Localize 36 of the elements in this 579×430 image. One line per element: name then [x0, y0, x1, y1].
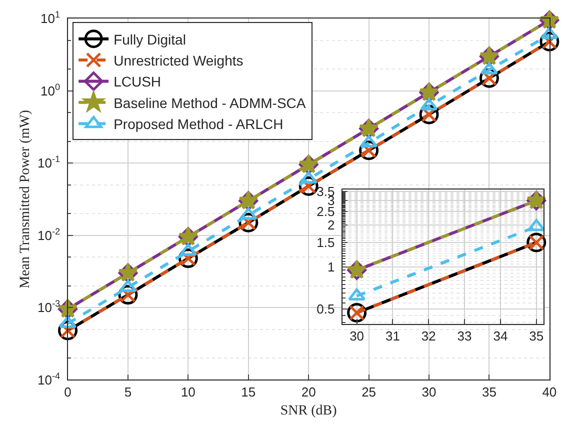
y-tick-label: 10$^{-1}$ [38, 154, 60, 171]
x-tick-label: 31 [385, 328, 400, 344]
legend-label: LCUSH [114, 74, 162, 90]
y-tick-label: 0.5 [316, 302, 335, 317]
x-tick-label: 0 [64, 384, 72, 400]
y-tick-label: 10$^{-4}$ [38, 370, 60, 388]
x-tick-label: 5 [124, 384, 132, 400]
y-tick-label: 10$^{1}$ [40, 10, 60, 26]
x-tick-label: 20 [301, 384, 316, 400]
legend-label: Unrestricted Weights [114, 52, 244, 68]
point [59, 316, 77, 328]
y-tick-label: 2.5 [316, 204, 335, 220]
y-tick-label: 10$^{-3}$ [38, 298, 60, 316]
x-tick-label: 34 [493, 328, 508, 344]
x-tick-label: 35 [529, 328, 544, 344]
legend-label: Baseline Method - ADMM-SCA [114, 94, 306, 111]
x-tick-label: 15 [241, 384, 256, 400]
x-tick-label: 40 [542, 384, 557, 400]
point [540, 26, 558, 40]
point [300, 171, 318, 184]
x-tick-label: 32 [421, 328, 436, 344]
y-tick-label: 2 [328, 218, 335, 233]
y-axis-title: Mean Transmitted Power (mW) [18, 110, 34, 288]
x-tick-label: 30 [422, 384, 436, 400]
legend-label: Proposed Method - ARLCH [114, 116, 284, 132]
x-axis-title: SNR (dB) [280, 404, 338, 419]
x-tick-label: 35 [482, 384, 496, 400]
x-tick-label: 10 [180, 384, 196, 400]
y-tick-label: 1.5 [316, 235, 335, 250]
x-tick-label: 33 [457, 328, 472, 344]
legend-label: Fully Digital [114, 31, 186, 48]
x-tick-label: 30 [350, 328, 364, 344]
y-tick-label: 10$^{-2}$ [38, 226, 60, 243]
x-tick-label: 25 [362, 384, 376, 400]
y-tick-label: 1 [328, 260, 335, 275]
y-tick-label: 10$^{0}$ [40, 82, 60, 98]
